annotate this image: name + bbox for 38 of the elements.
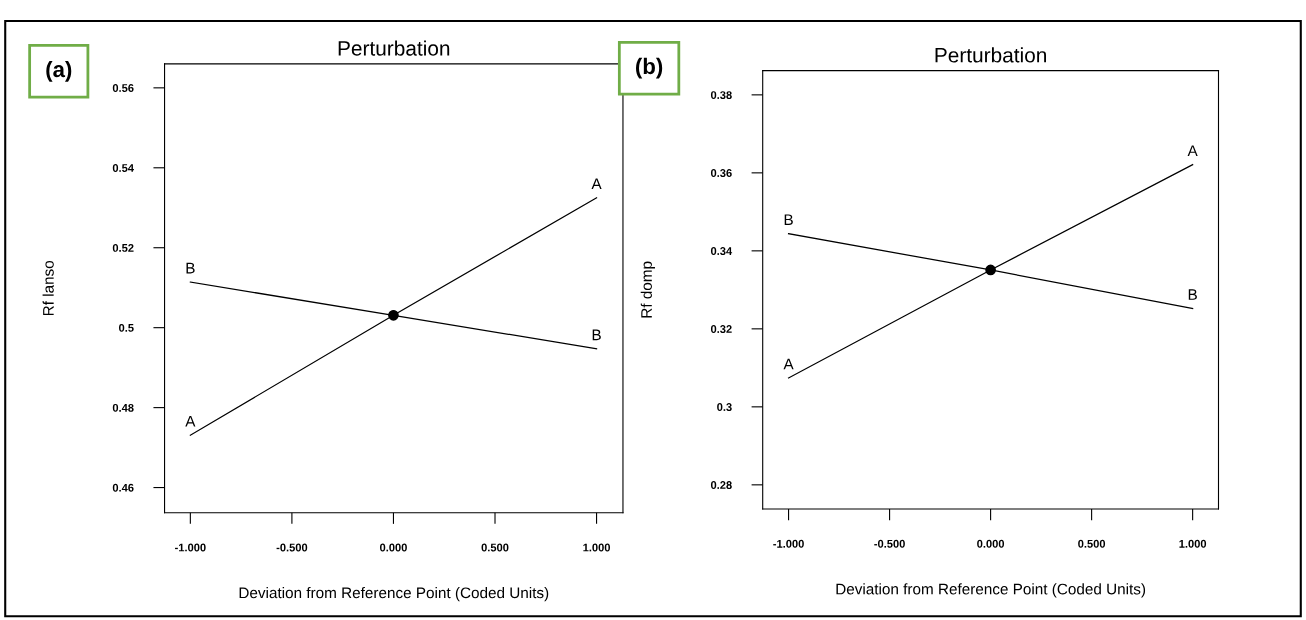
y-tick-label: 0.46 <box>112 483 134 492</box>
chart-title: Perturbation <box>338 40 450 56</box>
series-label: B <box>592 329 601 341</box>
series-label: B <box>1188 289 1197 300</box>
y-tick-label: 0.34 <box>710 247 733 255</box>
y-tick-label: 0.56 <box>112 84 134 92</box>
y-tick-label: 0.36 <box>710 169 732 178</box>
x-tick-label: -1.000 <box>175 543 206 552</box>
y-tick-label: 0.5 <box>119 323 134 332</box>
x-tick-label: 0.000 <box>379 543 407 552</box>
x-tick-label: 0.500 <box>1078 539 1106 548</box>
text: A <box>1187 145 1198 156</box>
text: B <box>784 214 793 225</box>
x-axis-title: Deviation from Reference Point (Coded Units) <box>836 583 1146 598</box>
y-tick-label: 0.52 <box>112 244 134 252</box>
series-label: A <box>783 358 794 370</box>
x-tick-label: -0.500 <box>874 539 905 548</box>
text: B <box>186 262 195 274</box>
chart-title: Perturbation <box>935 47 1046 63</box>
y-tick-label: 0.38 <box>710 91 732 100</box>
x-tick-label: 0.500 <box>481 543 509 552</box>
text: A <box>591 178 602 190</box>
text: (b) <box>636 57 663 79</box>
series-label: A <box>185 415 196 427</box>
y-axis-title: Rf domp <box>640 261 655 318</box>
y-axis-title: Rf lanso <box>42 260 54 316</box>
x-tick-label: 0.000 <box>977 539 1005 548</box>
y-tick-label: 0.28 <box>710 481 732 489</box>
x-tick-label: 1.000 <box>583 543 611 552</box>
x-tick-label: -0.500 <box>276 543 308 552</box>
text: (a) <box>46 60 72 82</box>
y-tick-label: 0.54 <box>112 164 134 172</box>
y-tick-label: 0.48 <box>112 403 134 412</box>
y-tick-label: 0.32 <box>710 325 732 333</box>
x-axis-title: Deviation from Reference Point (Coded Units) <box>239 586 549 602</box>
x-tick-label: 1.000 <box>1179 539 1207 548</box>
x-tick-label: -1.000 <box>773 539 804 548</box>
y-tick-label: 0.3 <box>717 403 732 411</box>
